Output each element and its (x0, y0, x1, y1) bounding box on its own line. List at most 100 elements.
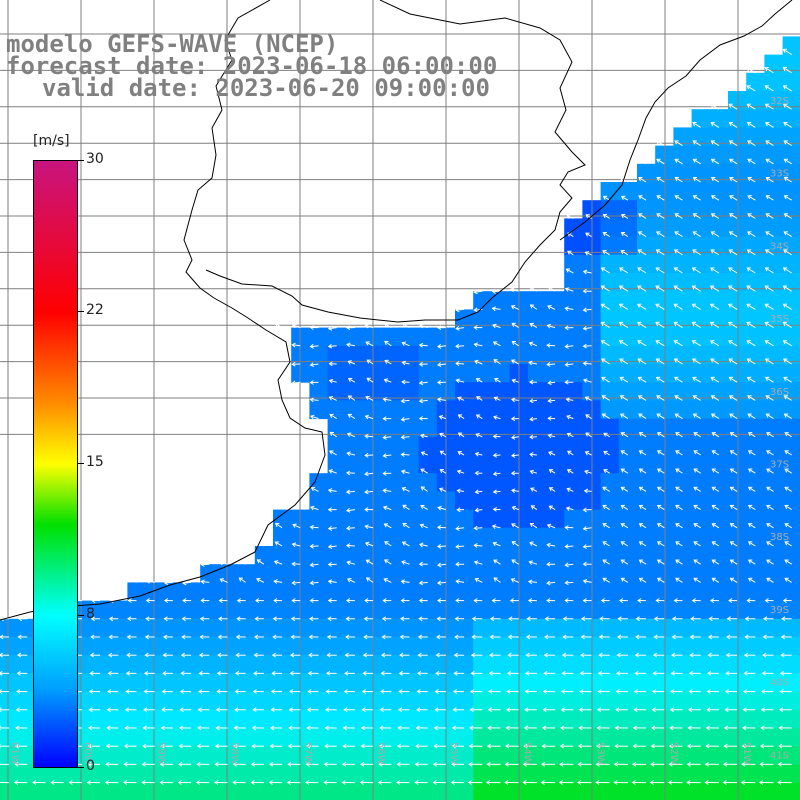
wind-arrow (675, 577, 683, 583)
wind-arrow (602, 541, 610, 547)
wind-cell (345, 364, 365, 383)
wind-cell (546, 728, 565, 747)
wind-arrow (86, 780, 101, 785)
wind-cell (709, 109, 729, 128)
wind-cell (564, 637, 583, 656)
wind-arrow (729, 504, 738, 511)
wind-arrow (164, 598, 173, 604)
wind-cell (491, 782, 511, 800)
wind-speed-field (0, 36, 800, 800)
wind-arrow (784, 486, 792, 492)
wind-cell (72, 782, 92, 800)
wind-cell (473, 345, 492, 365)
wind-cell (527, 764, 547, 784)
wind-arrow (779, 689, 792, 694)
wind-cell (145, 709, 165, 729)
wind-arrow (778, 725, 792, 731)
wind-cell (382, 600, 401, 620)
wind-arrow (474, 577, 483, 583)
wind-arrow (124, 725, 137, 731)
wind-cell (291, 345, 310, 365)
wind-arrow (728, 103, 738, 110)
wind-arrow (491, 598, 501, 604)
wind-arrow (674, 158, 683, 165)
wind-arrow (529, 523, 538, 529)
wind-cell (691, 236, 711, 256)
wind-arrow (596, 707, 610, 713)
wind-arrow (360, 725, 374, 731)
wind-arrow (309, 397, 319, 403)
wind-cell (91, 728, 110, 747)
wind-cell (728, 382, 747, 401)
wind-cell (600, 691, 620, 711)
wind-arrow (728, 122, 738, 128)
wind-arrow (145, 578, 155, 584)
wind-arrow (656, 195, 665, 201)
wind-arrow (530, 505, 538, 511)
wind-arrow (326, 670, 337, 676)
wind-cell (746, 127, 765, 147)
wind-cell (546, 309, 565, 329)
wind-cell (527, 691, 547, 711)
wind-arrow (765, 395, 774, 401)
wind-arrow (16, 689, 28, 694)
wind-arrow (251, 725, 264, 731)
wind-cell (455, 728, 474, 747)
wind-arrow (528, 598, 537, 604)
wind-arrow (214, 761, 228, 767)
wind-arrow (764, 67, 774, 74)
wind-cell (673, 600, 693, 620)
wind-arrow (310, 505, 319, 511)
wind-arrow (309, 325, 319, 330)
wind-cell (600, 218, 620, 238)
wind-cell (254, 655, 274, 674)
wind-arrow (547, 398, 556, 404)
wind-cell (527, 709, 547, 729)
wind-arrow (159, 761, 173, 767)
wind-cell (345, 418, 365, 438)
wind-arrow (197, 707, 210, 713)
wind-arrow (419, 542, 428, 548)
wind-arrow (511, 505, 519, 511)
wind-cell (527, 673, 547, 693)
wind-cell (782, 91, 800, 110)
wind-cell (746, 109, 765, 128)
wind-cell (382, 436, 401, 456)
wind-arrow (123, 780, 137, 785)
wind-arrow (675, 504, 683, 511)
wind-cell (91, 600, 110, 620)
wind-cell (473, 436, 492, 456)
wind-arrow (620, 541, 629, 547)
wind-arrow (473, 543, 483, 548)
wind-cell (782, 36, 800, 56)
wind-arrow (344, 670, 355, 676)
colorbar (33, 160, 78, 768)
wind-arrow (420, 504, 428, 511)
wind-arrow (455, 378, 465, 384)
wind-arrow (729, 432, 738, 438)
wind-cell (455, 618, 474, 638)
wind-cell (473, 637, 492, 656)
wind-arrow (566, 432, 574, 438)
wind-arrow (234, 689, 246, 694)
wind-cell (382, 455, 401, 474)
wind-arrow (582, 526, 592, 531)
wind-cell (618, 673, 638, 693)
wind-arrow (383, 378, 392, 383)
wind-arrow (399, 652, 410, 658)
wind-arrow (180, 652, 192, 658)
wind-cell (400, 400, 420, 420)
wind-arrow (327, 544, 337, 550)
wind-arrow (747, 195, 756, 201)
wind-arrow (108, 634, 119, 640)
wind-arrow (726, 634, 738, 640)
wind-cell (782, 345, 800, 365)
wind-arrow (711, 559, 720, 565)
wind-cell (491, 509, 511, 529)
wind-arrow (142, 743, 155, 749)
wind-cell (564, 382, 583, 401)
wind-arrow (327, 616, 337, 622)
wind-cell (291, 564, 310, 583)
wind-arrow (729, 413, 738, 420)
wind-arrow (564, 525, 574, 530)
